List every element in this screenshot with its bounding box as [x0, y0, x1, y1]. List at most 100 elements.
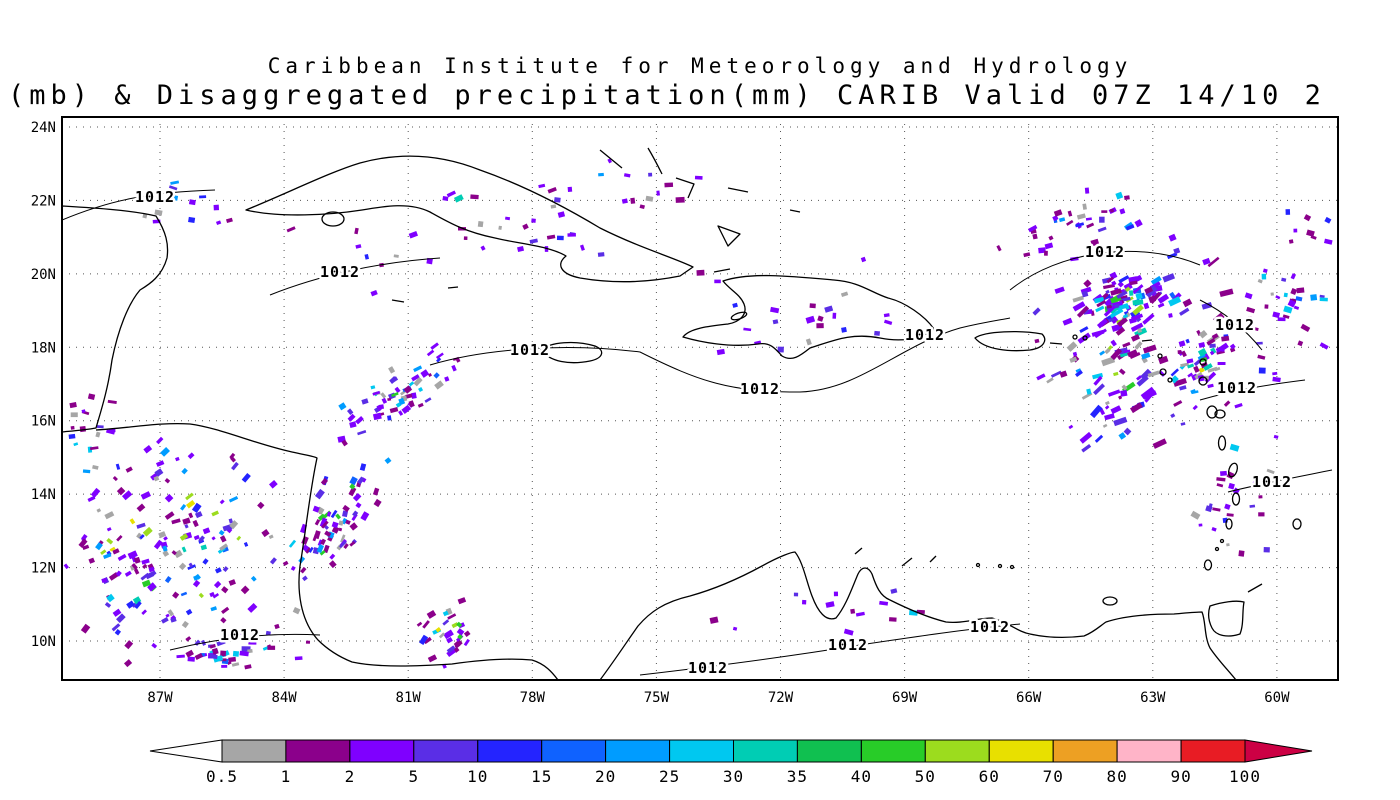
lon-tick-label: 84W [271, 690, 297, 706]
precip-cell [1094, 434, 1104, 443]
precip-cell [1110, 339, 1117, 347]
precip-cell [1191, 390, 1199, 395]
precip-cell [1272, 371, 1278, 376]
precip-cell [188, 512, 194, 519]
colorbar-tick-label: 10 [467, 767, 488, 786]
colorbar-below-arrow [149, 739, 223, 763]
precip-cell [193, 534, 200, 541]
precip-cell [817, 315, 824, 322]
precip-cell [442, 196, 449, 201]
precip-cell [1092, 372, 1104, 380]
precip-cell [115, 570, 122, 577]
precip-cell [398, 410, 404, 416]
precip-cell [236, 535, 242, 541]
precip-cell [69, 402, 77, 409]
isobar-value-label: 1012 [970, 618, 1010, 636]
precip-cell [312, 505, 320, 513]
precip-cell [1048, 235, 1054, 241]
precip-cell [1066, 341, 1078, 352]
precip-cell [219, 543, 229, 552]
precip-cell [1216, 477, 1226, 482]
precip-cell [348, 486, 357, 497]
colorbar-segment [413, 739, 479, 763]
precip-cell [268, 534, 274, 540]
precip-cell [1130, 313, 1144, 321]
precip-cell [1118, 275, 1130, 284]
precip-cell [213, 580, 222, 589]
precip-cell [442, 610, 449, 617]
colorbar-segment [669, 739, 734, 763]
precip-cell [1190, 510, 1201, 520]
precip-cell [95, 542, 103, 551]
precip-cell [228, 579, 236, 586]
precip-cell [133, 568, 140, 575]
precip-cell [1079, 431, 1093, 444]
precip-cell [1111, 280, 1117, 286]
precip-cell [1036, 373, 1046, 381]
precip-cell [70, 425, 75, 430]
precip-cell [319, 517, 328, 528]
precip-cell [1296, 287, 1305, 294]
precip-cell [357, 476, 365, 485]
lat-tick-label: 18N [31, 340, 56, 356]
page-subtitle: (mb) & Disaggregated precipitation(mm) C… [8, 80, 1326, 111]
colorbar-segment [924, 739, 990, 763]
precip-cell [1226, 471, 1235, 480]
precip-cell [335, 513, 341, 520]
isobar-value-label: 1012 [1217, 379, 1257, 397]
precip-cell [202, 558, 209, 565]
precip-cell [1141, 352, 1151, 360]
precip-cell [1217, 362, 1226, 365]
precip-cell [194, 652, 204, 660]
precip-cell [1121, 384, 1128, 391]
precip-cell [265, 630, 271, 636]
lon-tick-label: 75W [644, 690, 670, 706]
colorbar-tick-label: 35 [787, 767, 808, 786]
precip-cell [158, 531, 167, 539]
colorbar-tick-label: 5 [408, 767, 419, 786]
precip-cell [191, 502, 202, 514]
precip-cell [211, 536, 216, 541]
precip-cell [1095, 305, 1105, 313]
precip-cell [1129, 402, 1143, 414]
precip-cell [1145, 285, 1158, 298]
precip-cell [1072, 295, 1084, 303]
colorbar-segment [349, 739, 415, 763]
precip-cell [308, 546, 314, 553]
precip-cell [126, 600, 135, 609]
precip-cell [182, 517, 191, 525]
precip-cell [387, 415, 392, 421]
precip-cell [408, 231, 418, 239]
precip-cell [1226, 543, 1230, 547]
precip-cell [1149, 291, 1162, 304]
colorbar-tick-label: 100 [1229, 767, 1261, 786]
lon-tick-label: 87W [147, 690, 173, 706]
precip-cell [1117, 281, 1124, 288]
precip-cell [198, 535, 205, 543]
precip-cell [228, 656, 237, 663]
precip-cell [331, 525, 340, 534]
precip-cell [171, 550, 177, 556]
precip-cell [121, 490, 133, 501]
precip-cell [187, 452, 195, 460]
precip-cell [1168, 233, 1177, 242]
precip-cell [73, 442, 79, 447]
precip-cell [117, 553, 127, 561]
precip-cell [349, 540, 356, 547]
precip-cell [1104, 405, 1110, 410]
precip-cell [1123, 427, 1132, 436]
precip-cell [133, 556, 141, 564]
precip-cell [408, 381, 415, 387]
precip-cell [879, 600, 889, 606]
precip-cell [1201, 302, 1213, 310]
precip-cell [1106, 304, 1112, 309]
precip-cell [1109, 208, 1115, 213]
precip-cell [1303, 214, 1312, 222]
precip-cell [855, 611, 865, 617]
precip-cell [220, 617, 227, 624]
precip-cell [213, 204, 220, 211]
precip-cell [435, 627, 442, 633]
precip-cell [257, 501, 265, 510]
lon-tick-label: 81W [396, 690, 422, 706]
colorbar-above-arrow [1244, 739, 1313, 763]
